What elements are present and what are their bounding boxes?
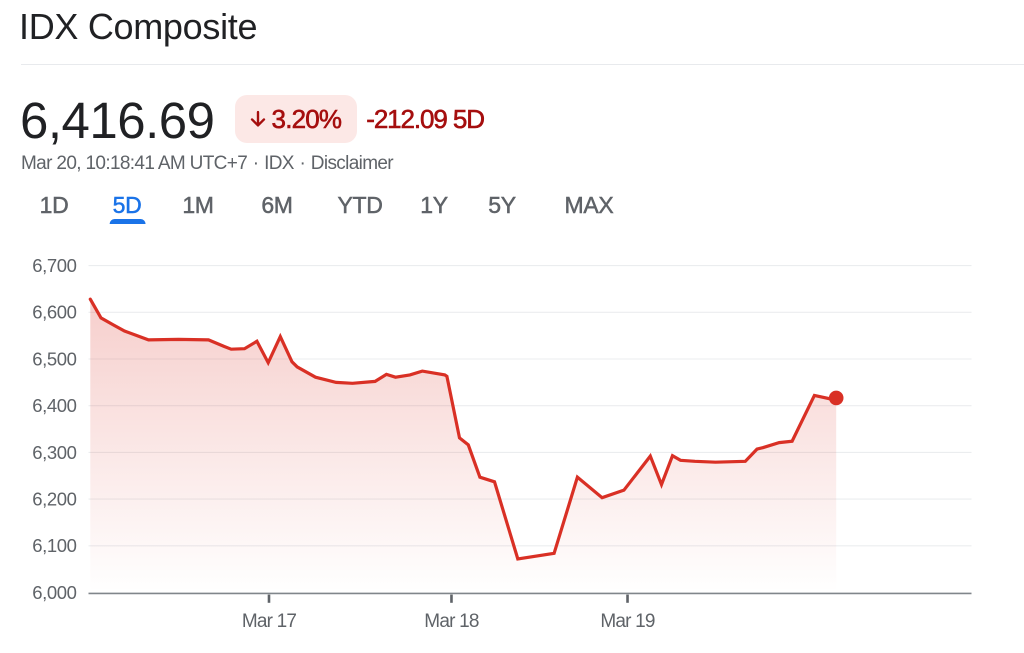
timestamp-text: Mar 20, 10:18:41 AM UTC+7: [21, 153, 248, 174]
change-percent-value: 3.20%: [271, 103, 342, 134]
active-tab-indicator: [110, 219, 146, 224]
separator-dot: ·: [252, 153, 259, 174]
change-absolute-value: -212.09 5D: [366, 104, 485, 135]
x-axis-ticks: [267, 594, 629, 603]
range-tab-label: 1Y: [420, 192, 448, 218]
y-axis-label: 6,200: [32, 489, 76, 510]
range-tab-1d[interactable]: 1D: [39, 192, 69, 218]
range-tab-label: 1M: [182, 192, 214, 218]
exchange-label: IDX: [264, 153, 294, 174]
range-tab-5d[interactable]: 5D: [110, 192, 146, 224]
y-axis-label: 6,700: [32, 255, 76, 276]
range-tab-label: MAX: [564, 192, 614, 218]
x-axis-tick: [450, 594, 453, 603]
y-axis-label: 6,600: [32, 302, 76, 323]
range-tab-label: YTD: [337, 192, 383, 218]
change-percent-badge: 3.20%: [234, 95, 358, 143]
disclaimer-link[interactable]: Disclaimer: [310, 153, 394, 174]
x-axis-tick: [267, 594, 271, 603]
x-axis-label: Mar 17: [242, 611, 297, 632]
range-tab-1y[interactable]: 1Y: [420, 192, 448, 218]
page-title: IDX Composite: [19, 6, 258, 47]
quote-row: 6,416.69 3.20% -212.09 5D: [20, 91, 485, 149]
range-tab-max[interactable]: MAX: [564, 192, 614, 218]
range-tab-label: 1D: [39, 192, 69, 218]
range-tab-6m[interactable]: 6M: [261, 192, 293, 218]
range-tabs: 1D 5D 1M 6M YTD 1Y 5Y MAX: [0, 190, 1024, 226]
y-axis-label: 6,100: [32, 535, 76, 556]
x-axis-label: Mar 19: [600, 611, 655, 632]
range-tab-5y[interactable]: 5Y: [488, 192, 516, 218]
x-axis-labels: Mar 17 Mar 18 Mar 19: [242, 611, 656, 632]
range-tab-1m[interactable]: 1M: [182, 192, 214, 218]
last-price-dot: [828, 390, 844, 406]
separator-dot: ·: [299, 153, 306, 174]
price-chart[interactable]: 6,000 6,100 6,200 6,300 6,400 6,500 6,600 6,700…: [0, 245, 1024, 653]
range-tab-ytd[interactable]: YTD: [337, 192, 383, 218]
x-axis-label: Mar 18: [424, 611, 479, 632]
x-axis-tick: [626, 594, 629, 603]
y-axis-label: 6,400: [32, 395, 76, 416]
y-axis-labels: 6,000 6,100 6,200 6,300 6,400 6,500 6,600 6,700: [32, 255, 77, 603]
y-axis-label: 6,000: [32, 582, 76, 603]
range-tab-label: 5D: [112, 192, 142, 218]
series-line: [88, 297, 838, 561]
series-fill-area: [90, 299, 837, 593]
price-value: 6,416.69: [20, 91, 215, 149]
y-axis-label: 6,300: [32, 442, 76, 463]
y-axis-label: 6,500: [32, 348, 76, 369]
header-divider: [21, 64, 1024, 65]
range-tab-label: 6M: [261, 192, 293, 218]
arrow-down-icon: [250, 110, 265, 127]
timestamp-row: Mar 20, 10:18:41 AM UTC+7 · IDX · Discla…: [21, 150, 394, 177]
range-tab-label: 5Y: [488, 192, 516, 218]
